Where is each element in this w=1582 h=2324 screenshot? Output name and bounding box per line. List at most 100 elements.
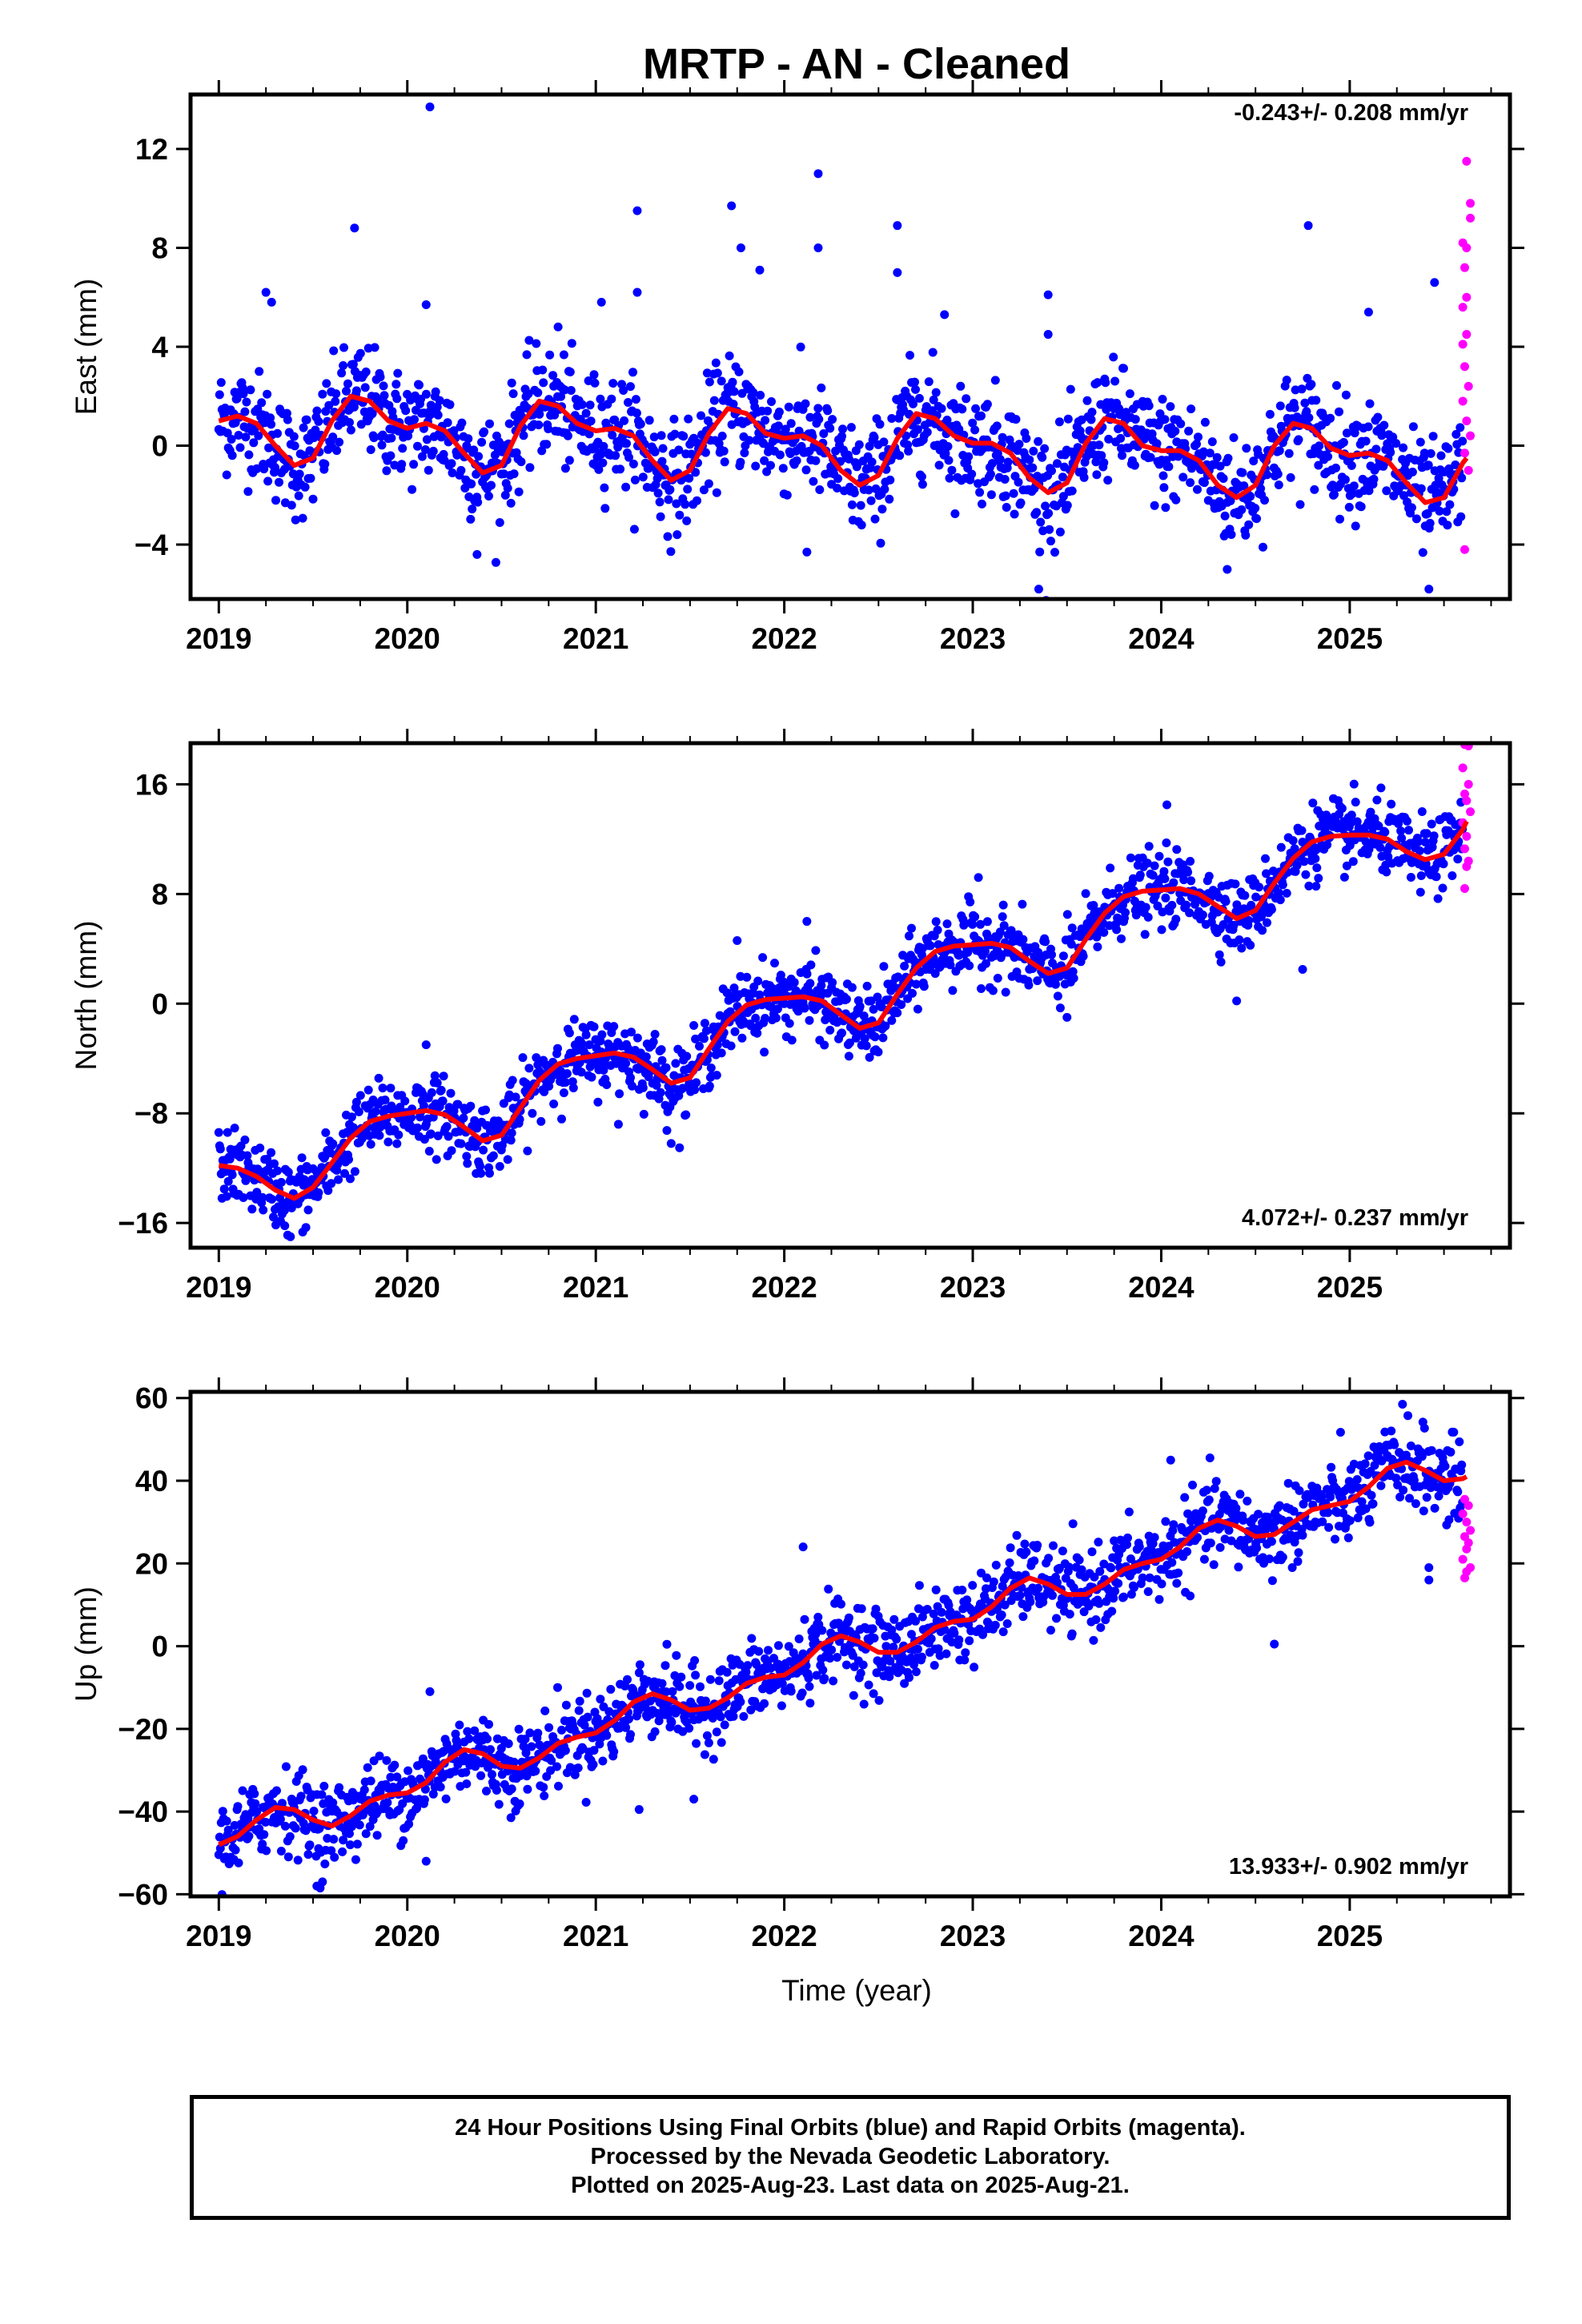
final-point	[615, 1089, 624, 1099]
final-point	[1353, 1513, 1363, 1522]
final-point	[1235, 935, 1244, 944]
final-point	[876, 538, 885, 548]
final-point	[523, 1784, 532, 1794]
final-point	[1431, 480, 1440, 490]
final-point	[222, 1192, 231, 1201]
final-point	[942, 416, 952, 424]
final-point	[933, 925, 942, 935]
final-point	[653, 489, 663, 498]
final-point	[885, 475, 895, 485]
final-point	[705, 377, 714, 387]
final-point	[250, 1789, 259, 1799]
final-point	[596, 394, 605, 404]
final-point	[1087, 1547, 1097, 1557]
final-point	[602, 1731, 612, 1740]
final-point	[777, 1701, 786, 1711]
final-point	[273, 1166, 282, 1176]
final-point	[466, 514, 476, 524]
final-point	[1067, 486, 1077, 496]
final-point	[392, 1139, 402, 1148]
final-point	[1387, 799, 1396, 809]
final-point	[576, 1068, 586, 1077]
final-point	[892, 1634, 901, 1644]
final-point	[559, 1088, 568, 1098]
final-point	[1295, 500, 1305, 509]
final-point	[815, 485, 825, 494]
final-point	[1244, 520, 1254, 529]
final-point	[982, 400, 992, 409]
final-point	[227, 1170, 237, 1180]
final-point	[729, 387, 739, 396]
final-point	[487, 480, 496, 490]
final-orbit-points	[214, 102, 1468, 599]
final-point	[600, 483, 609, 493]
final-point	[776, 971, 785, 980]
final-point	[532, 339, 541, 348]
final-point	[243, 1814, 253, 1823]
final-point	[729, 1711, 738, 1721]
final-point	[598, 458, 608, 468]
final-point	[913, 424, 922, 434]
final-point	[1442, 507, 1452, 517]
final-point	[1067, 1629, 1077, 1638]
final-point	[1188, 1480, 1197, 1490]
final-point	[557, 1725, 566, 1735]
final-point	[1171, 495, 1181, 505]
final-point	[1123, 1533, 1132, 1542]
final-point	[699, 1034, 709, 1043]
final-point	[244, 1831, 254, 1841]
final-point	[1034, 585, 1043, 594]
final-point	[622, 439, 631, 448]
final-point	[244, 450, 254, 460]
final-point	[1241, 530, 1251, 540]
x-tick-label: 2024	[1128, 622, 1195, 655]
final-point	[869, 1634, 879, 1642]
final-point	[753, 1028, 762, 1038]
final-point	[263, 476, 273, 486]
final-point	[1065, 1610, 1074, 1619]
final-point	[335, 1783, 344, 1792]
final-point	[598, 1756, 608, 1766]
final-point	[1157, 925, 1166, 935]
final-point	[534, 420, 544, 430]
final-point	[351, 386, 361, 396]
final-point	[800, 1614, 809, 1624]
final-point	[773, 1641, 783, 1651]
final-point	[271, 496, 280, 505]
final-point	[1453, 1487, 1463, 1497]
final-point	[989, 1577, 998, 1586]
final-point	[1096, 1622, 1106, 1632]
final-point	[1246, 940, 1255, 950]
final-point	[801, 465, 811, 475]
final-point	[271, 463, 279, 472]
final-point	[404, 1819, 414, 1829]
final-point	[1068, 967, 1078, 976]
final-point	[355, 1820, 364, 1830]
final-point	[867, 457, 877, 467]
final-point	[1255, 883, 1264, 892]
final-point	[1050, 548, 1059, 557]
final-point	[263, 389, 272, 399]
final-point	[775, 450, 785, 460]
final-point	[1428, 432, 1438, 441]
final-point	[273, 428, 282, 438]
final-point	[893, 267, 902, 277]
final-point	[254, 431, 263, 440]
final-point	[504, 419, 514, 428]
final-point	[1234, 1562, 1243, 1572]
final-point	[908, 988, 917, 998]
final-point	[929, 1609, 938, 1618]
final-point	[1154, 1594, 1164, 1604]
final-point	[1434, 473, 1443, 483]
x-tick-label: 2023	[940, 1271, 1006, 1304]
final-point	[634, 1668, 644, 1678]
final-point	[802, 917, 812, 927]
final-point	[1419, 448, 1429, 458]
final-point	[1283, 1478, 1293, 1488]
final-point	[700, 1019, 709, 1028]
final-point	[1351, 521, 1360, 531]
final-point	[1194, 432, 1203, 442]
final-point	[866, 996, 876, 1006]
final-point	[549, 1100, 559, 1108]
